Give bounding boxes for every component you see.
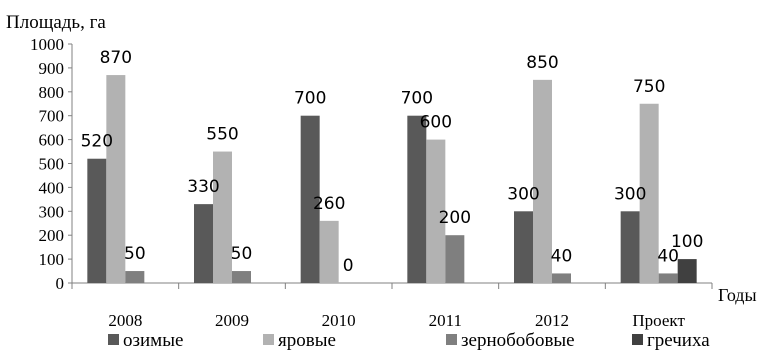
- legend-label: озимые: [123, 330, 183, 351]
- data-label: 200: [439, 208, 471, 228]
- bar: [445, 235, 465, 283]
- data-labels: 520 870 50 330 550 50 700 260 0 700 600 200 300 850 40…: [81, 48, 704, 276]
- x-tick-label: 2012: [535, 311, 569, 330]
- bar: [300, 115, 320, 283]
- y-axis: 0 100 200 300 400 500 600 700 800 900 1000: [30, 35, 73, 293]
- data-label: 0: [343, 256, 354, 276]
- y-tick-label: 0: [56, 274, 65, 293]
- data-label: 520: [81, 132, 113, 152]
- y-tick-label: 100: [39, 250, 65, 269]
- bar: [533, 79, 552, 283]
- data-label: 700: [294, 89, 326, 109]
- x-tick-label: 2009: [215, 311, 249, 330]
- data-label: 550: [206, 125, 238, 145]
- x-axis: 2008 2009 2010 2011 2012 Проект: [71, 282, 713, 330]
- legend-swatch: [108, 334, 119, 345]
- bar: [125, 271, 145, 283]
- y-tick-label: 600: [39, 131, 65, 150]
- data-label: 330: [187, 177, 219, 197]
- bar: [677, 259, 697, 283]
- bar: [426, 139, 446, 283]
- x-tick-label: 2010: [322, 311, 356, 330]
- x-tick-label: 2011: [429, 311, 462, 330]
- bar: [213, 151, 232, 283]
- data-label: 850: [526, 53, 558, 73]
- legend-label: гречиха: [647, 330, 710, 351]
- data-label: 750: [633, 77, 665, 97]
- y-tick-label: 300: [39, 202, 65, 221]
- legend: озимые яровые зернобобовые гречиха: [108, 330, 710, 351]
- y-tick-label: 500: [39, 155, 65, 174]
- bar: [407, 115, 427, 283]
- y-tick-label: 900: [39, 59, 65, 78]
- bar: [552, 273, 571, 283]
- data-label: 50: [124, 244, 146, 264]
- data-label: 600: [420, 113, 452, 133]
- x-axis-label: Годы: [718, 285, 757, 305]
- legend-swatch: [446, 334, 457, 345]
- legend-swatch: [263, 334, 274, 345]
- data-label: 260: [313, 194, 345, 214]
- x-tick-label: 2008: [108, 311, 142, 330]
- data-label: 40: [657, 246, 679, 266]
- bar: [232, 271, 251, 283]
- data-label: 100: [671, 232, 703, 252]
- y-tick-label: 1000: [30, 35, 64, 54]
- data-label: 40: [551, 246, 573, 266]
- bar: [319, 220, 339, 283]
- data-label: 50: [231, 244, 253, 264]
- bar: [620, 211, 640, 283]
- bar: [106, 75, 126, 283]
- y-axis-label: Площадь, га: [6, 12, 106, 33]
- y-tick-label: 700: [39, 107, 65, 126]
- bar: [658, 273, 678, 283]
- y-tick-label: 200: [39, 226, 65, 245]
- data-label: 700: [401, 89, 433, 109]
- y-tick-label: 800: [39, 83, 65, 102]
- legend-swatch: [632, 334, 643, 345]
- legend-label: зернобобовые: [461, 330, 575, 351]
- bars: [87, 75, 697, 283]
- bar: [514, 211, 533, 283]
- data-label: 300: [507, 184, 539, 204]
- bar: [639, 103, 659, 283]
- bar: [87, 158, 107, 283]
- y-tick-label: 400: [39, 178, 65, 197]
- data-label: 870: [100, 48, 132, 68]
- legend-label: яровые: [278, 330, 336, 351]
- bar: [194, 204, 213, 283]
- data-label: 300: [614, 184, 646, 204]
- x-tick-label: Проект: [632, 311, 685, 330]
